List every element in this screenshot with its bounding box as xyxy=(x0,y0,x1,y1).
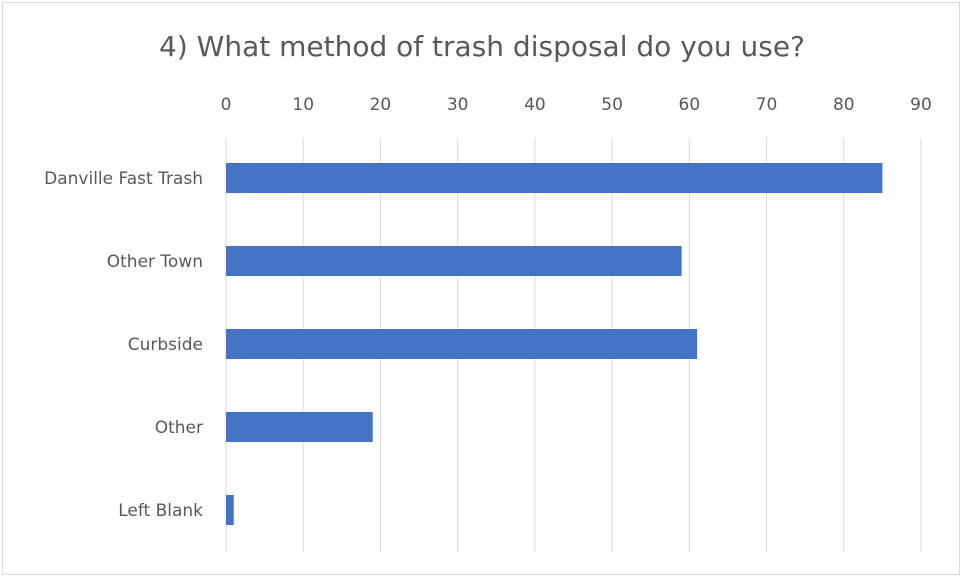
x-tick-label: 10 xyxy=(292,95,314,115)
bar xyxy=(226,329,698,359)
bar xyxy=(226,412,373,442)
category-label: Other Town xyxy=(107,252,203,272)
bar xyxy=(226,246,682,276)
bar xyxy=(226,163,883,193)
chart-title: 4) What method of trash disposal do you … xyxy=(159,30,805,63)
x-tick-label: 60 xyxy=(679,95,701,115)
x-axis-ticks: 0 10 20 30 40 50 60 70 80 90 xyxy=(221,95,932,115)
category-label: Left Blank xyxy=(118,501,203,521)
bars xyxy=(226,163,883,525)
x-tick-label: 70 xyxy=(756,95,778,115)
x-tick-label: 50 xyxy=(601,95,623,115)
x-tick-label: 20 xyxy=(370,95,392,115)
category-labels: Danville Fast Trash Other Town Curbside Oth… xyxy=(44,169,203,521)
category-label: Other xyxy=(155,418,203,438)
category-label: Danville Fast Trash xyxy=(44,169,203,189)
x-tick-label: 40 xyxy=(524,95,546,115)
x-tick-label: 80 xyxy=(833,95,855,115)
category-label: Curbside xyxy=(128,335,203,355)
x-tick-label: 90 xyxy=(910,95,932,115)
x-tick-label: 30 xyxy=(447,95,469,115)
bar xyxy=(226,495,234,525)
x-tick-label: 0 xyxy=(221,95,232,115)
